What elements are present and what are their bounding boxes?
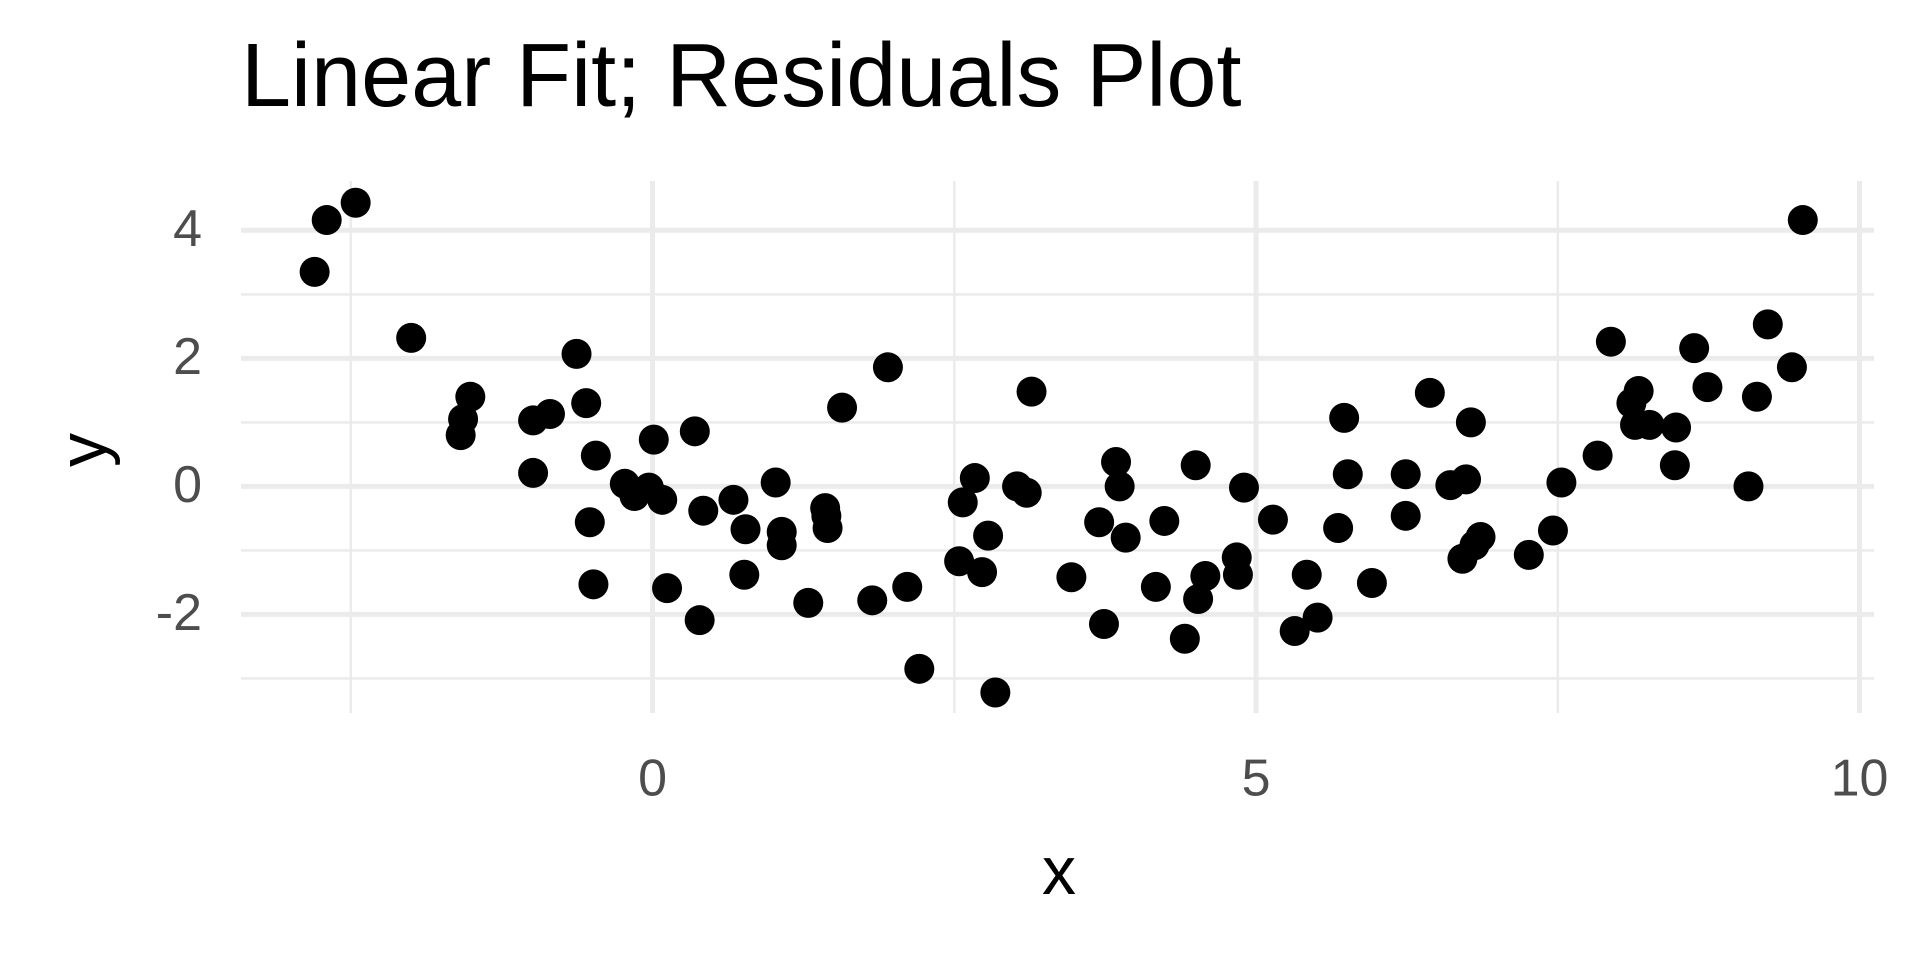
point [684, 605, 715, 636]
point [652, 573, 683, 604]
point [688, 495, 719, 526]
point [812, 512, 843, 543]
y-tick-label: 0 [173, 456, 202, 514]
point [1302, 602, 1333, 633]
point [1279, 616, 1310, 647]
point [647, 484, 678, 515]
y-tick-label: -2 [156, 584, 202, 642]
point [793, 587, 824, 618]
point [1692, 372, 1723, 403]
point [1733, 471, 1764, 502]
point [1390, 459, 1421, 490]
point [578, 569, 609, 600]
point [729, 559, 760, 590]
point [580, 440, 611, 471]
point [1451, 464, 1482, 495]
point [455, 381, 486, 412]
point [638, 424, 669, 455]
point [571, 388, 602, 419]
point [396, 322, 427, 353]
point [1595, 326, 1626, 357]
point [1257, 504, 1288, 535]
point [1291, 559, 1322, 590]
point [1679, 333, 1710, 364]
y-tick-label: 4 [173, 200, 202, 258]
point [760, 467, 791, 498]
point [1332, 459, 1363, 490]
point [944, 546, 975, 577]
point [1222, 559, 1253, 590]
point [1752, 309, 1783, 340]
x-tick-label: 5 [1242, 750, 1271, 808]
point [1465, 521, 1496, 552]
point [1390, 500, 1421, 531]
x-tick-label: 10 [1831, 750, 1889, 808]
point [679, 416, 710, 447]
point [1455, 407, 1486, 438]
point [1634, 409, 1665, 440]
point [959, 463, 990, 494]
point [1228, 472, 1259, 503]
point [1329, 402, 1360, 433]
point [1088, 609, 1119, 640]
point [973, 520, 1004, 551]
point [1104, 471, 1135, 502]
point [1741, 381, 1772, 412]
point [1149, 505, 1180, 536]
point [947, 487, 978, 518]
x-axis-label: x [1042, 833, 1076, 909]
point [1537, 515, 1568, 546]
point [1787, 205, 1818, 236]
point [1513, 539, 1544, 570]
point [1356, 568, 1387, 599]
point [1110, 522, 1141, 553]
point [857, 585, 888, 616]
point [892, 571, 923, 602]
point [1414, 377, 1445, 408]
point [1016, 376, 1047, 407]
point [1546, 467, 1577, 498]
point [311, 205, 342, 236]
point [980, 677, 1011, 708]
point [1623, 375, 1654, 406]
y-axis-label: y [45, 433, 121, 467]
point [827, 392, 858, 423]
point [340, 187, 371, 218]
point [1101, 447, 1132, 478]
x-tick-label: 0 [638, 750, 667, 808]
point [1084, 507, 1115, 538]
point [718, 484, 749, 515]
point [904, 653, 935, 684]
point [1180, 450, 1211, 481]
point [967, 557, 998, 588]
point [1323, 512, 1354, 543]
chart-title: Linear Fit; Residuals Plot [241, 26, 1241, 126]
point [730, 514, 761, 545]
point [872, 352, 903, 383]
point [1183, 584, 1214, 615]
point [574, 507, 605, 538]
y-tick-label: 2 [173, 328, 202, 386]
point [1659, 450, 1690, 481]
point [561, 338, 592, 369]
point [1582, 440, 1613, 471]
point [1011, 477, 1042, 508]
point [1190, 560, 1221, 591]
point [1661, 412, 1692, 443]
point [1056, 562, 1087, 593]
point [534, 399, 565, 430]
point [299, 256, 330, 287]
point [1169, 623, 1200, 654]
point [518, 457, 549, 488]
point [1776, 352, 1807, 383]
point [766, 530, 797, 561]
point [1140, 571, 1171, 602]
